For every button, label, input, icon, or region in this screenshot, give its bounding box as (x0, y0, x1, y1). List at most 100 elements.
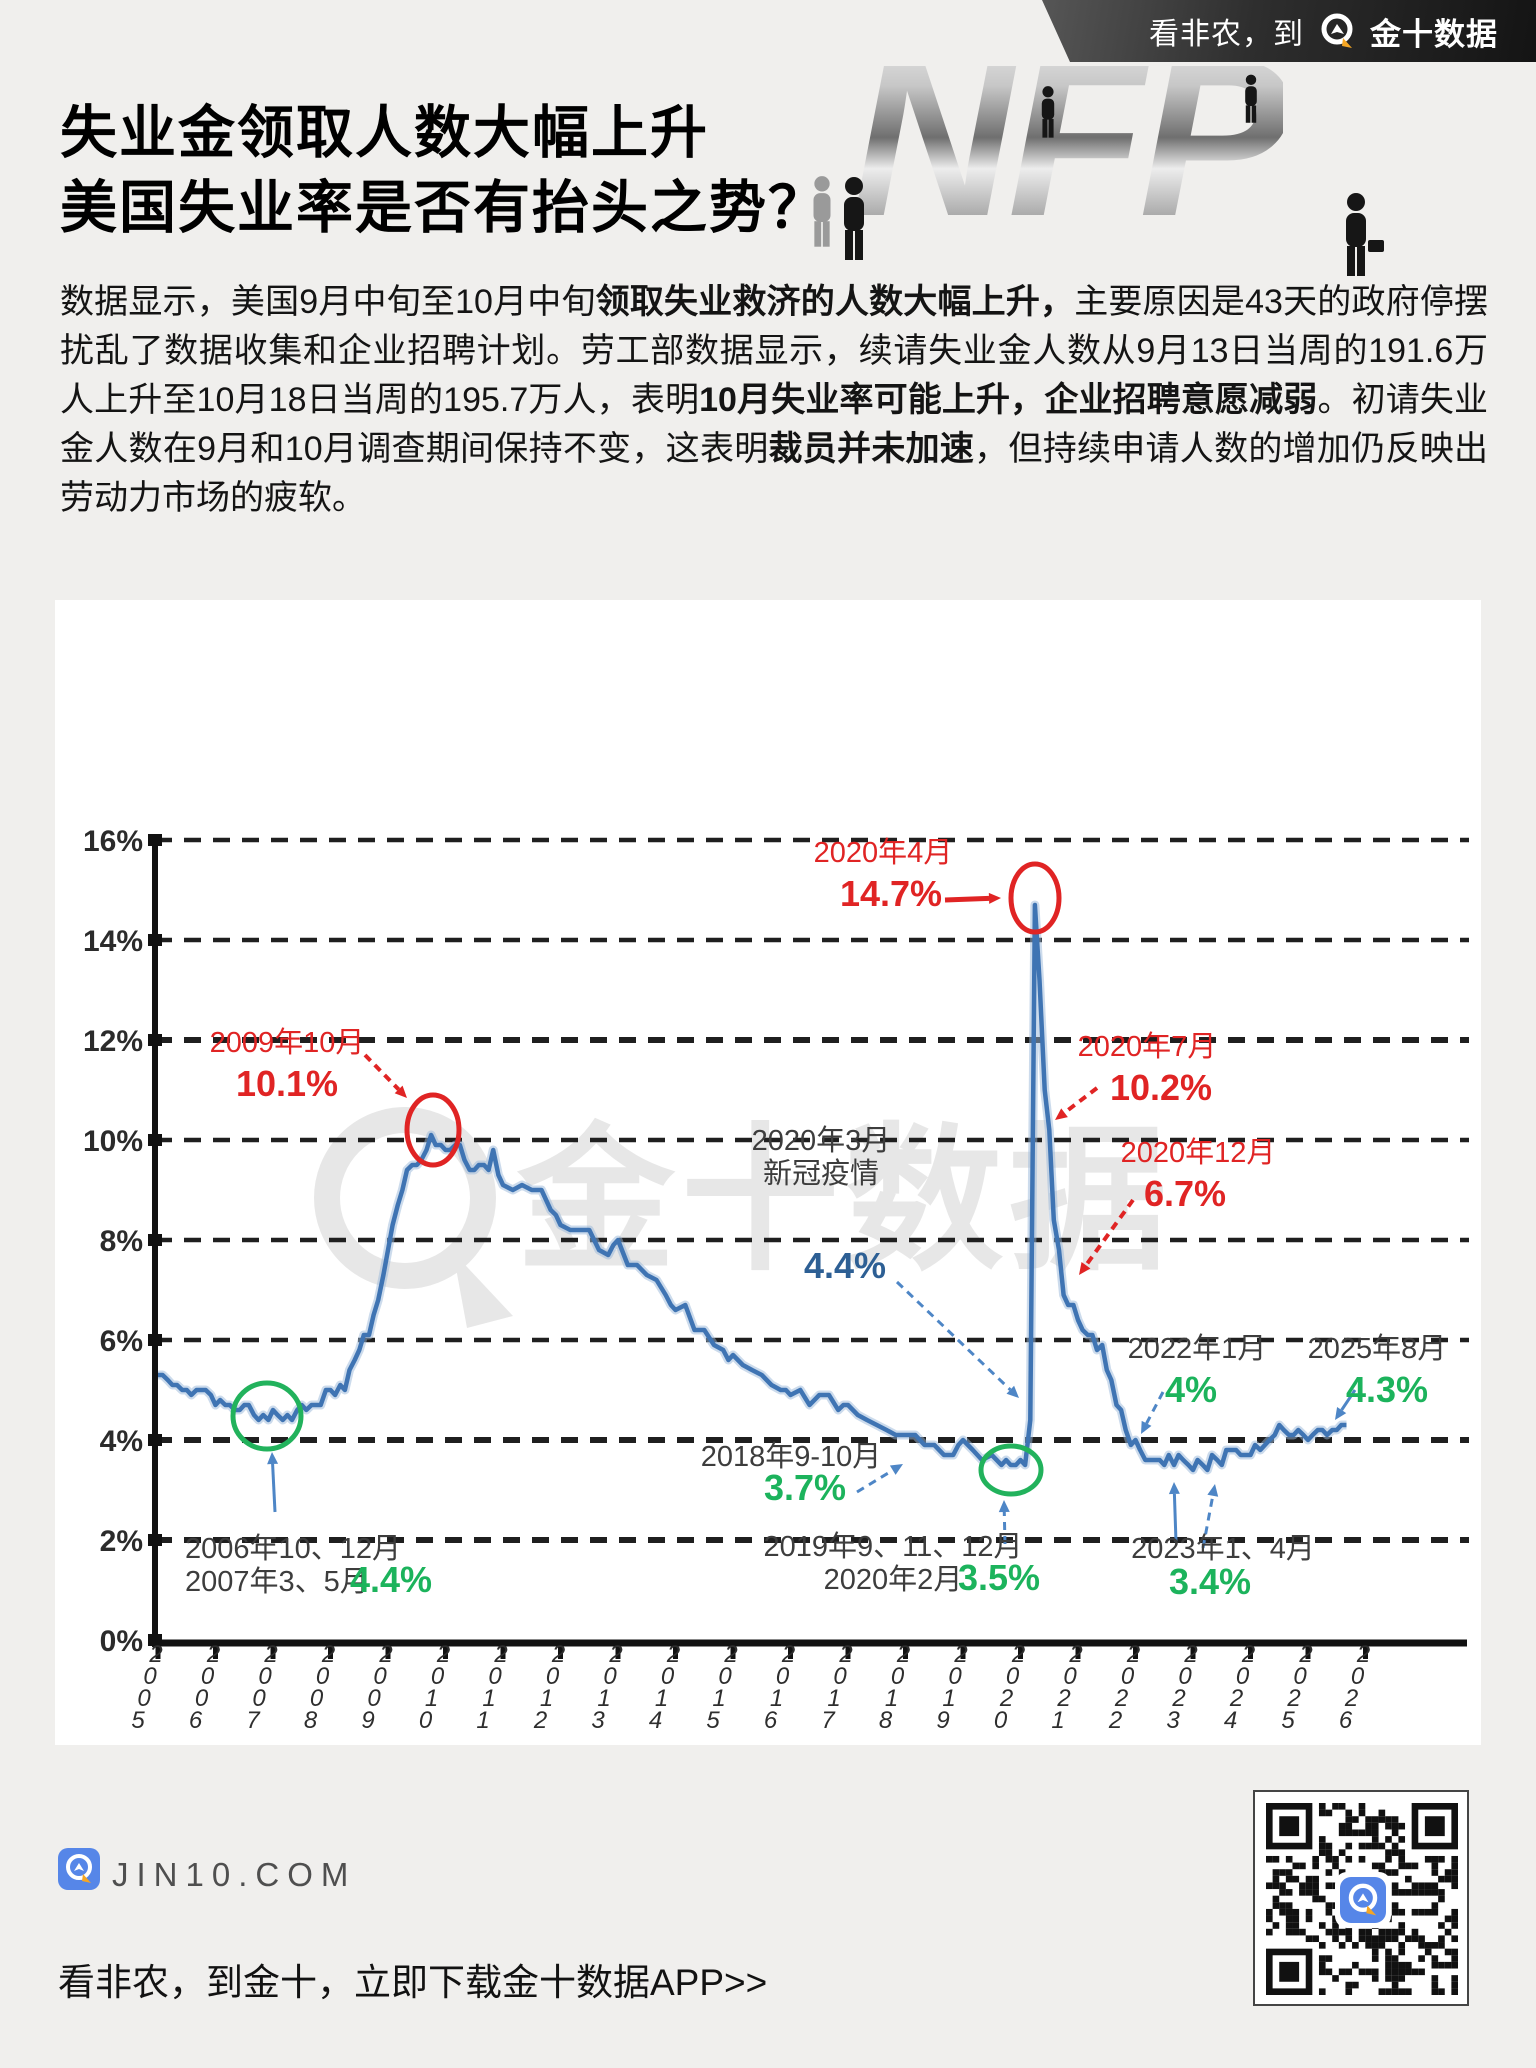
svg-text:2: 2 (1171, 1685, 1185, 1712)
svg-text:2: 2 (1356, 1641, 1370, 1668)
svg-text:4%: 4% (1165, 1369, 1217, 1410)
svg-text:0: 0 (603, 1663, 617, 1690)
svg-text:2025年8月: 2025年8月 (1308, 1332, 1447, 1365)
svg-text:2006年10、12月: 2006年10、12月 (185, 1532, 401, 1565)
svg-text:0: 0 (1006, 1663, 1020, 1690)
top-banner: 看非农，到 金十数据 (1042, 0, 1536, 62)
svg-text:1: 1 (712, 1685, 725, 1712)
svg-text:0: 0 (891, 1663, 905, 1690)
svg-text:0: 0 (258, 1663, 272, 1690)
svg-text:9: 9 (936, 1707, 949, 1734)
svg-text:4.4%: 4.4% (804, 1245, 886, 1286)
svg-text:2: 2 (321, 1641, 335, 1668)
download-app-cta[interactable]: 看非农，到金十，立即下载金十数据APP>> (58, 1962, 768, 2003)
svg-text:2: 2 (206, 1641, 220, 1668)
jin10-logo-icon (1321, 13, 1353, 48)
svg-text:0: 0 (1063, 1663, 1077, 1690)
svg-text:0: 0 (143, 1663, 157, 1690)
svg-text:10%: 10% (83, 1125, 143, 1158)
svg-text:2019年9、11、12月: 2019年9、11、12月 (763, 1530, 1022, 1563)
svg-text:2: 2 (896, 1641, 910, 1668)
svg-text:2020年7月: 2020年7月 (1078, 1030, 1217, 1063)
svg-text:4.4%: 4.4% (350, 1559, 432, 1600)
svg-text:2: 2 (838, 1641, 852, 1668)
svg-text:3: 3 (1166, 1707, 1180, 1734)
svg-text:2: 2 (263, 1641, 277, 1668)
svg-text:0: 0 (1293, 1663, 1307, 1690)
article-paragraph: 数据显示，美国9月中旬至10月中旬领取失业救济的人数大幅上升，主要原因是43天的… (60, 283, 1489, 517)
svg-text:2: 2 (1056, 1685, 1070, 1712)
svg-text:2: 2 (723, 1641, 737, 1668)
svg-text:2: 2 (999, 1685, 1013, 1712)
svg-text:8%: 8% (100, 1225, 143, 1258)
svg-text:0: 0 (252, 1685, 266, 1712)
svg-text:0: 0 (546, 1663, 560, 1690)
svg-text:3.4%: 3.4% (1169, 1561, 1251, 1602)
svg-text:1: 1 (540, 1685, 553, 1712)
svg-text:4: 4 (649, 1707, 662, 1734)
svg-text:0: 0 (718, 1663, 732, 1690)
svg-text:0: 0 (948, 1663, 962, 1690)
svg-text:0: 0 (310, 1685, 324, 1712)
page-title: 失业金领取人数大幅上升 美国失业率是否有抬头之势？ (60, 96, 827, 246)
svg-text:2: 2 (533, 1707, 547, 1734)
svg-text:1: 1 (885, 1685, 898, 1712)
svg-text:2020年4月: 2020年4月 (814, 836, 953, 869)
svg-text:3.5%: 3.5% (958, 1557, 1040, 1598)
svg-text:0: 0 (195, 1685, 209, 1712)
svg-text:10.2%: 10.2% (1110, 1067, 1212, 1108)
svg-text:2: 2 (666, 1641, 680, 1668)
svg-text:6: 6 (1339, 1707, 1353, 1734)
svg-text:2: 2 (781, 1641, 795, 1668)
svg-text:1: 1 (942, 1685, 955, 1712)
svg-text:0: 0 (1178, 1663, 1192, 1690)
qr-pattern (1266, 1803, 1458, 1995)
svg-text:2: 2 (378, 1641, 392, 1668)
svg-text:0: 0 (833, 1663, 847, 1690)
jin10-footer-logo-icon (58, 1848, 100, 1890)
svg-text:14.7%: 14.7% (840, 873, 942, 914)
svg-text:1: 1 (597, 1685, 610, 1712)
svg-text:4: 4 (1224, 1707, 1237, 1734)
svg-text:2: 2 (1011, 1641, 1025, 1668)
nfp-text: NFP (851, 66, 1289, 267)
svg-text:1: 1 (1051, 1707, 1064, 1734)
svg-text:5: 5 (131, 1707, 145, 1734)
title-line-2: 美国失业率是否有抬头之势？ (60, 176, 827, 241)
svg-text:3: 3 (591, 1707, 605, 1734)
svg-text:2: 2 (1286, 1685, 1300, 1712)
svg-text:1: 1 (482, 1685, 495, 1712)
svg-text:0: 0 (419, 1707, 433, 1734)
svg-text:1: 1 (425, 1685, 438, 1712)
svg-text:0: 0 (488, 1663, 502, 1690)
svg-text:4.3%: 4.3% (1346, 1369, 1428, 1410)
svg-text:2023年1、4月: 2023年1、4月 (1131, 1532, 1315, 1565)
svg-text:0: 0 (1121, 1663, 1135, 1690)
qr-code (1253, 1790, 1469, 2006)
unemployment-line-chart: 金十数据 0% 2% 4% 6% 8% 10% 12% 14% 16% 2 0 0 5 2 0 0 6 2 0 0 7 2… (55, 600, 1481, 1750)
svg-text:新冠疫情: 新冠疫情 (763, 1157, 879, 1190)
svg-text:0: 0 (316, 1663, 330, 1690)
nfp-graphic: NFP (796, 66, 1536, 281)
svg-text:2: 2 (1126, 1641, 1140, 1668)
svg-text:2022年1月: 2022年1月 (1128, 1332, 1267, 1365)
svg-text:2009年10月: 2009年10月 (210, 1026, 365, 1059)
svg-text:1: 1 (770, 1685, 783, 1712)
svg-text:1: 1 (827, 1685, 840, 1712)
svg-text:1: 1 (655, 1685, 668, 1712)
svg-text:14%: 14% (83, 925, 143, 958)
qr-center-logo-icon (1335, 1872, 1391, 1928)
svg-text:0: 0 (994, 1707, 1008, 1734)
svg-text:0: 0 (373, 1663, 387, 1690)
svg-text:3.7%: 3.7% (764, 1467, 846, 1508)
svg-text:0%: 0% (100, 1625, 143, 1658)
svg-text:2: 2 (436, 1641, 450, 1668)
svg-text:2018年9-10月: 2018年9-10月 (701, 1440, 882, 1473)
svg-text:2: 2 (608, 1641, 622, 1668)
svg-text:0: 0 (201, 1663, 215, 1690)
svg-text:0: 0 (431, 1663, 445, 1690)
svg-text:2: 2 (1241, 1641, 1255, 1668)
svg-text:12%: 12% (83, 1025, 143, 1058)
svg-text:0: 0 (661, 1663, 675, 1690)
